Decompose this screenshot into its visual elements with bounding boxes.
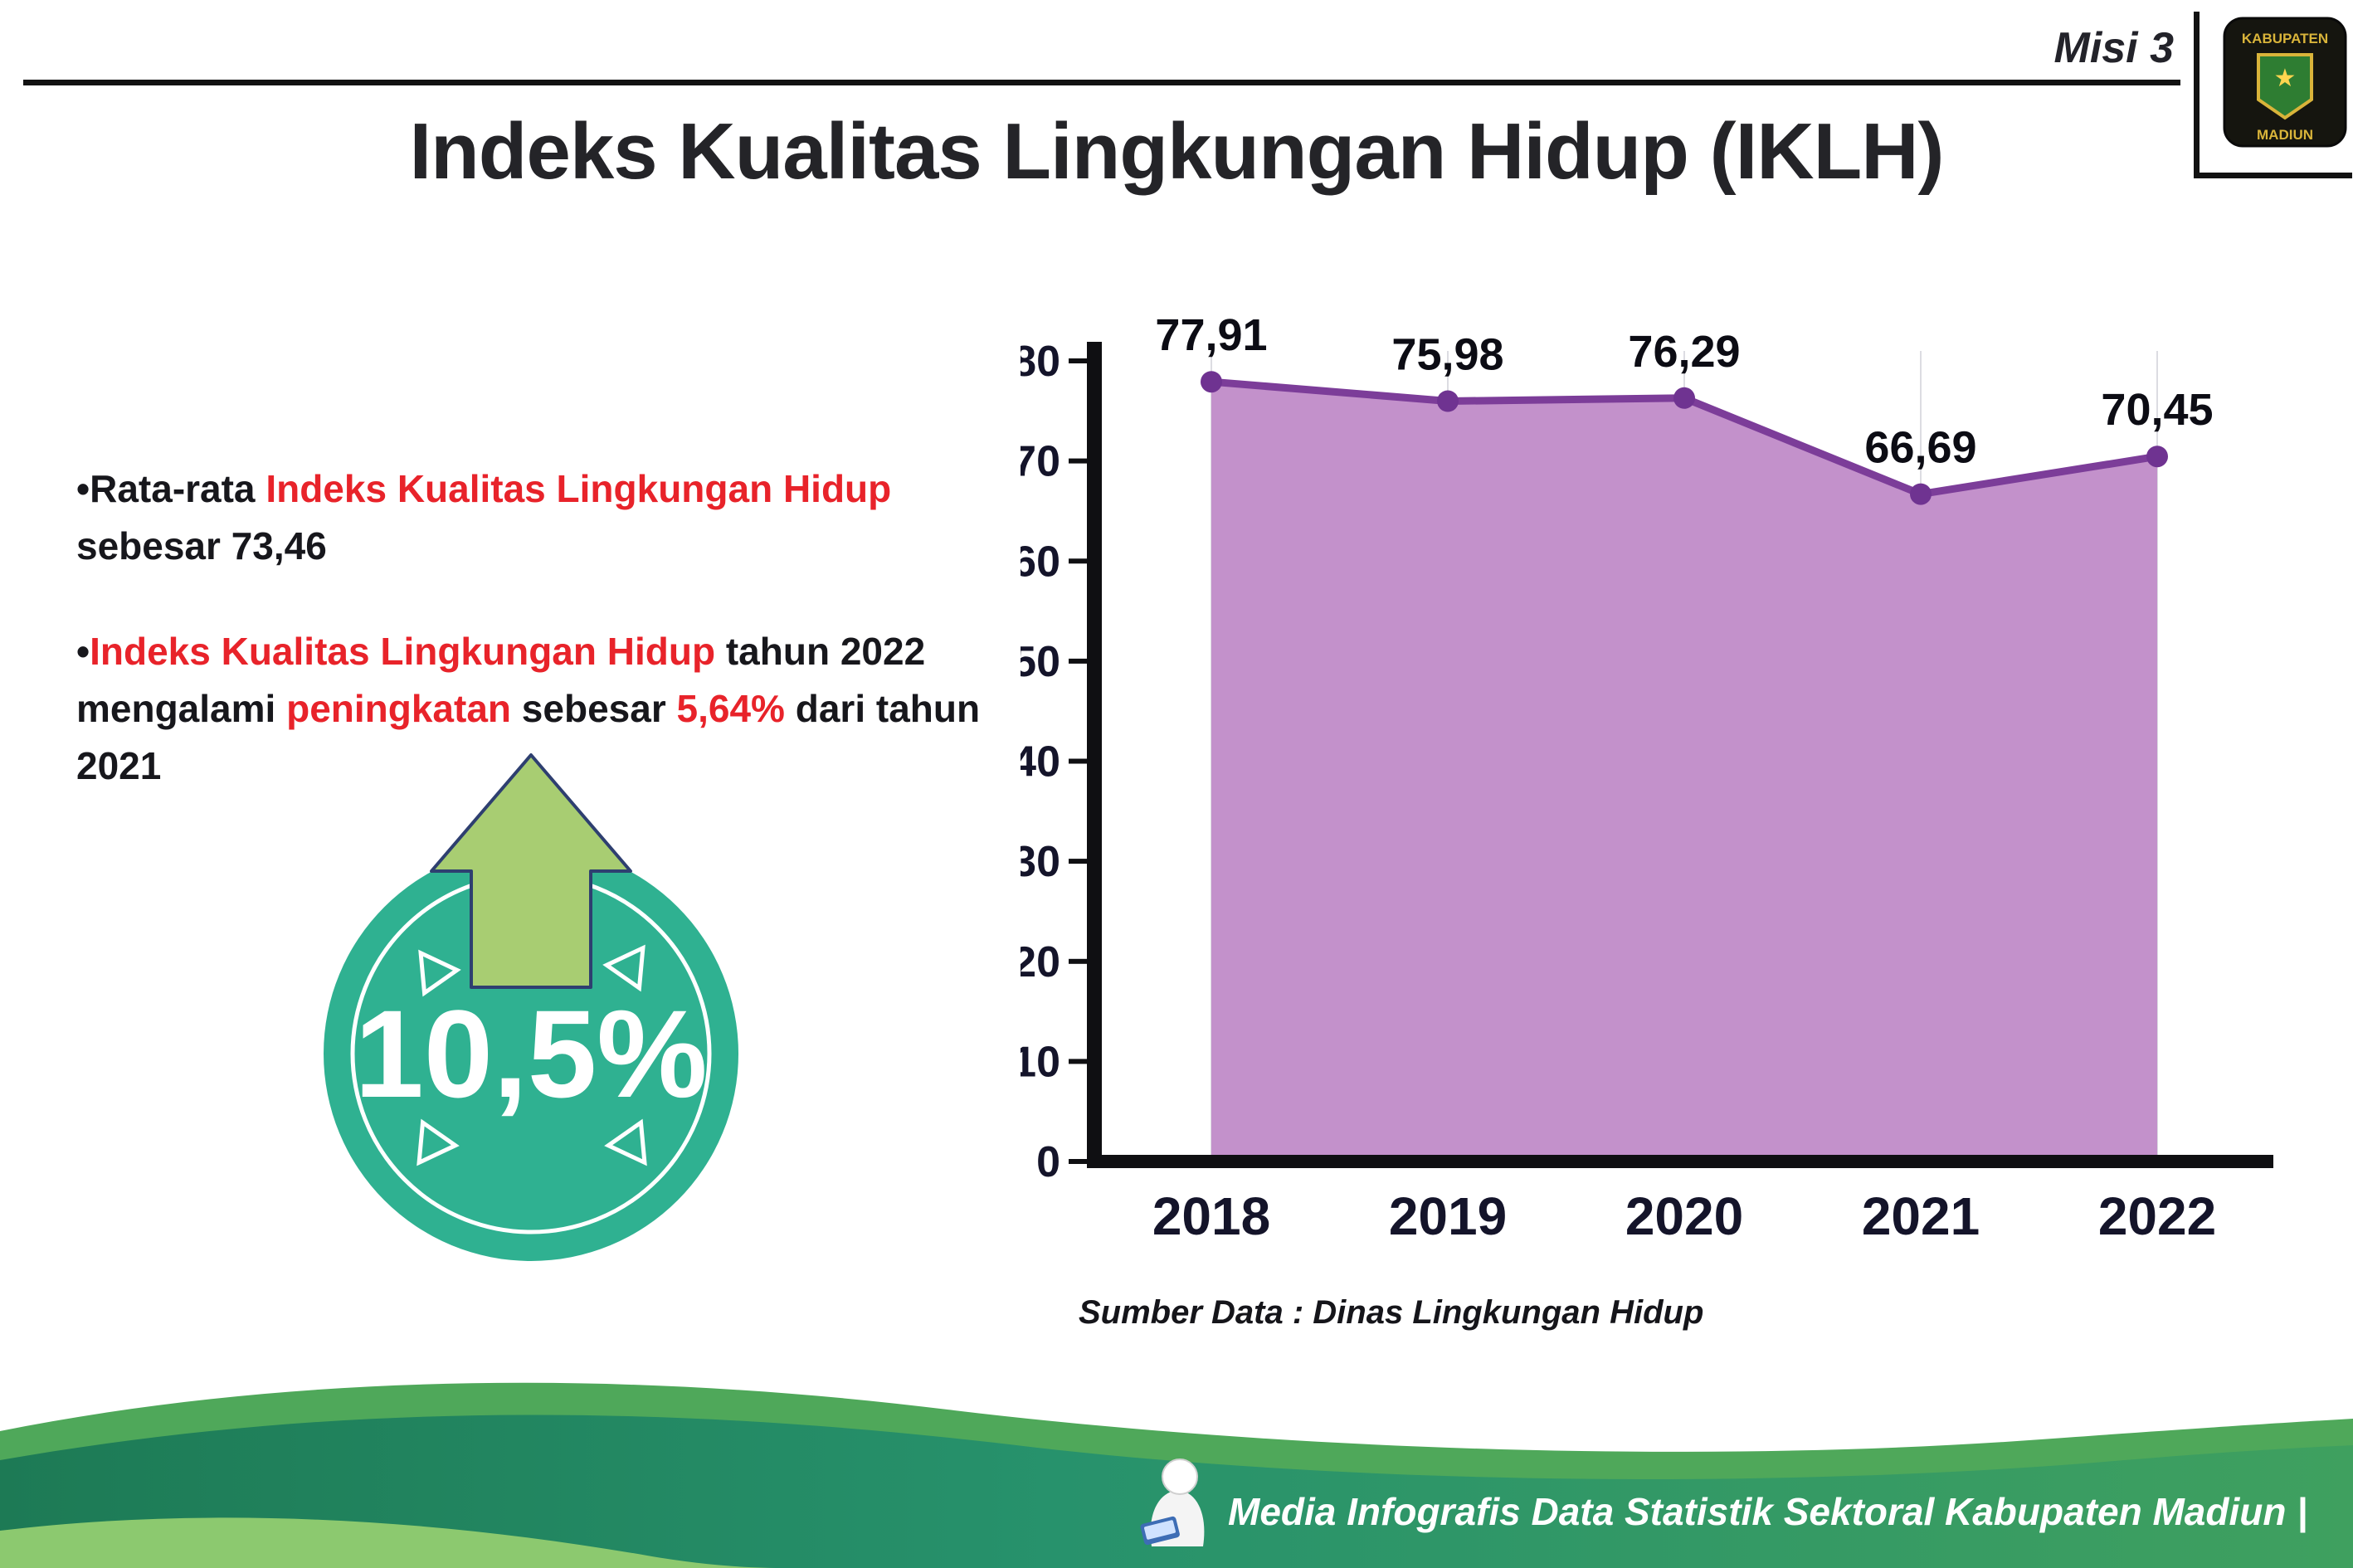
- y-tick-label: 80: [1021, 338, 1060, 386]
- data-point: [1910, 483, 1932, 505]
- laptop-screen: [1144, 1520, 1176, 1540]
- y-tick-label: 60: [1021, 538, 1060, 586]
- emblem-bottom-text: MADIUN: [2257, 127, 2313, 143]
- decor-triangle-icon: [418, 949, 461, 997]
- bullet1-text: Rata-rata: [90, 467, 266, 510]
- y-axis: [1087, 342, 1102, 1168]
- bullet-increase-2022: •Indeks Kualitas Lingkungan Hidup tahun …: [76, 623, 985, 795]
- bullet2-text3: dari tahun 2021: [76, 687, 981, 787]
- x-tick-label: 2018: [1152, 1186, 1270, 1246]
- bullet-marker: •: [76, 467, 90, 510]
- kabupaten-madiun-logo: KABUPATEN ★ MADIUN: [2194, 12, 2352, 178]
- bullet2-highlight2: peningkatan: [286, 687, 512, 730]
- emblem-top-text: KABUPATEN: [2242, 31, 2328, 46]
- bullet1-value: sebesar 73,46: [76, 524, 327, 567]
- y-tick: [1069, 458, 1087, 464]
- badge-percentage: 10,5%: [354, 984, 707, 1123]
- up-arrow-icon: [430, 753, 632, 989]
- bullet-marker: •: [76, 630, 90, 673]
- bullet2-text1: tahun 2022 mengalami: [76, 630, 926, 730]
- decor-triangle-icon: [417, 1118, 460, 1166]
- y-tick-label: 30: [1021, 838, 1060, 886]
- y-tick-label: 50: [1021, 638, 1060, 686]
- x-axis: [1087, 1155, 2273, 1168]
- chart-source-note: Sumber Data : Dinas Lingkungan Hidup: [1079, 1294, 1704, 1331]
- mascot-laptop: [1140, 1516, 1180, 1546]
- page-title: Indeks Kualitas Lingkungan Hidup (IKLH): [409, 107, 1944, 196]
- data-label: 66,69: [1864, 423, 1976, 473]
- data-label: 76,29: [1628, 327, 1740, 377]
- data-point: [1673, 387, 1695, 409]
- increase-badge: 10,5%: [324, 753, 738, 1261]
- bullet1-highlight: Indeks Kualitas Lingkungan Hidup: [266, 467, 892, 510]
- misi-label: Misi 3: [2053, 24, 2175, 72]
- y-tick-label: 40: [1021, 738, 1060, 786]
- y-tick-label: 0: [1036, 1138, 1060, 1186]
- emblem-shield: [2257, 53, 2313, 120]
- x-tick-label: 2021: [1862, 1186, 1980, 1246]
- y-tick: [1069, 958, 1087, 964]
- badge-decor-triangles: [417, 944, 647, 1166]
- footer-wave-light: [0, 1517, 788, 1568]
- x-tick-label: 2022: [2098, 1186, 2216, 1246]
- y-tick: [1069, 859, 1087, 864]
- data-point: [2146, 446, 2168, 468]
- y-tick: [1069, 758, 1087, 764]
- x-tick-label: 2020: [1625, 1186, 1743, 1246]
- mascot-head: [1162, 1458, 1198, 1495]
- y-tick-label: 10: [1021, 1038, 1060, 1086]
- data-point: [1437, 390, 1459, 412]
- footer-credit: Media Infografis Data Statistik Sektoral…: [1228, 1490, 2308, 1533]
- bullet2-text2: sebesar: [511, 687, 677, 730]
- bullet2-highlight3: 5,64%: [676, 687, 785, 730]
- y-tick: [1069, 1059, 1087, 1064]
- emblem-star-icon: ★: [2274, 65, 2297, 92]
- y-tick-label: 70: [1021, 438, 1060, 486]
- kabupaten-madiun-emblem: KABUPATEN ★ MADIUN: [2223, 17, 2347, 148]
- bullet2-highlight1: Indeks Kualitas Lingkungan Hidup: [90, 630, 716, 673]
- y-tick: [1069, 558, 1087, 564]
- y-tick: [1069, 1159, 1087, 1164]
- header-rule: [23, 80, 2180, 85]
- y-tick-label: 20: [1021, 938, 1060, 986]
- data-label: 70,45: [2101, 385, 2213, 435]
- decor-triangle-icon: [602, 944, 645, 992]
- data-label: 75,98: [1391, 330, 1503, 380]
- data-point: [1201, 371, 1222, 393]
- y-tick: [1069, 358, 1087, 363]
- x-tick-label: 2019: [1389, 1186, 1507, 1246]
- mascot-icon: [1140, 1458, 1205, 1546]
- y-tick: [1069, 658, 1087, 664]
- bullet-average-iklh: •Rata-rata Indeks Kualitas Lingkungan Hi…: [76, 460, 985, 575]
- highlights-block: •Rata-rata Indeks Kualitas Lingkungan Hi…: [76, 460, 985, 843]
- data-label: 77,91: [1155, 310, 1267, 360]
- area-fill: [1211, 382, 2157, 1161]
- decor-triangle-icon: [604, 1118, 647, 1166]
- iklh-area-chart: 0 10 20 30 40 50 60 70 80 77,91 75,98 76,29 66,69 70,…: [1021, 310, 2273, 1246]
